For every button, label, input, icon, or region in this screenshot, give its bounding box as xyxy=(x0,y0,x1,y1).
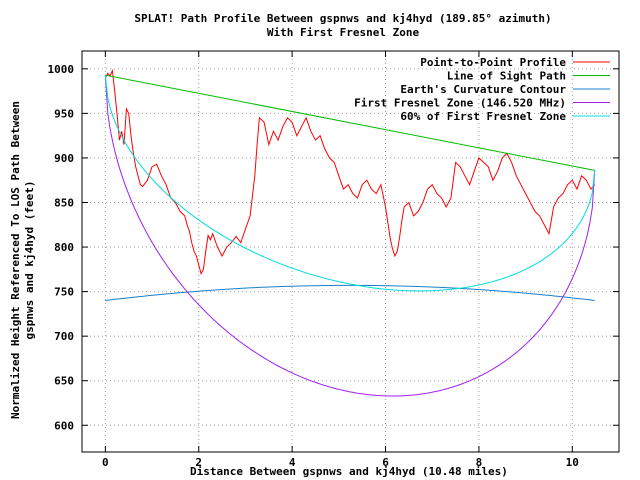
x-tick-label: 6 xyxy=(382,456,389,469)
chart-title: SPLAT! Path Profile Between gspnws and k… xyxy=(134,12,551,25)
y-tick-label: 1000 xyxy=(48,63,75,76)
legend-label-2: Earth's Curvature Contour xyxy=(400,83,566,96)
x-tick-label: 4 xyxy=(289,456,296,469)
y-axis-label-line2: gspnws and kj4hyd (feet) xyxy=(23,181,36,340)
legend-label-1: Line of Sight Path xyxy=(447,70,566,83)
y-tick-label: 750 xyxy=(54,286,74,299)
legend-label-4: 60% of First Fresnel Zone xyxy=(400,110,566,123)
series-line-0 xyxy=(104,68,596,276)
legend-label-3: First Fresnel Zone (146.520 MHz) xyxy=(354,97,566,110)
y-tick-label: 850 xyxy=(54,196,74,209)
y-tick-label: 900 xyxy=(54,152,74,165)
series-lines xyxy=(104,68,596,397)
x-tick-label: 8 xyxy=(476,456,483,469)
x-tick-label: 10 xyxy=(566,456,579,469)
series-line-4 xyxy=(104,75,596,292)
y-tick-label: 650 xyxy=(54,375,74,388)
y-tick-label: 950 xyxy=(54,107,74,120)
chart-subtitle: With First Fresnel Zone xyxy=(267,26,420,39)
axis-ticks: 0 2 4 6 8 10 600 650 700 750 800 850 900 950 1000 xyxy=(48,51,619,469)
x-axis-label: Distance Between gspnws and kj4hyd (10.4… xyxy=(190,465,508,478)
x-tick-label: 2 xyxy=(195,456,202,469)
y-tick-label: 600 xyxy=(54,419,74,432)
plot-frame xyxy=(81,50,620,453)
y-tick-label: 800 xyxy=(54,241,74,254)
series-line-1 xyxy=(105,74,595,171)
x-tick-label: 0 xyxy=(102,456,109,469)
legend-label-0: Point-to-Point Profile xyxy=(420,56,566,69)
y-axis-label-line1: Normalized Height Referenced To LOS Path… xyxy=(9,101,22,419)
y-tick-label: 700 xyxy=(54,330,74,343)
grid-lines xyxy=(82,51,619,452)
series-line-3 xyxy=(104,75,596,397)
series-line-2 xyxy=(105,284,595,301)
